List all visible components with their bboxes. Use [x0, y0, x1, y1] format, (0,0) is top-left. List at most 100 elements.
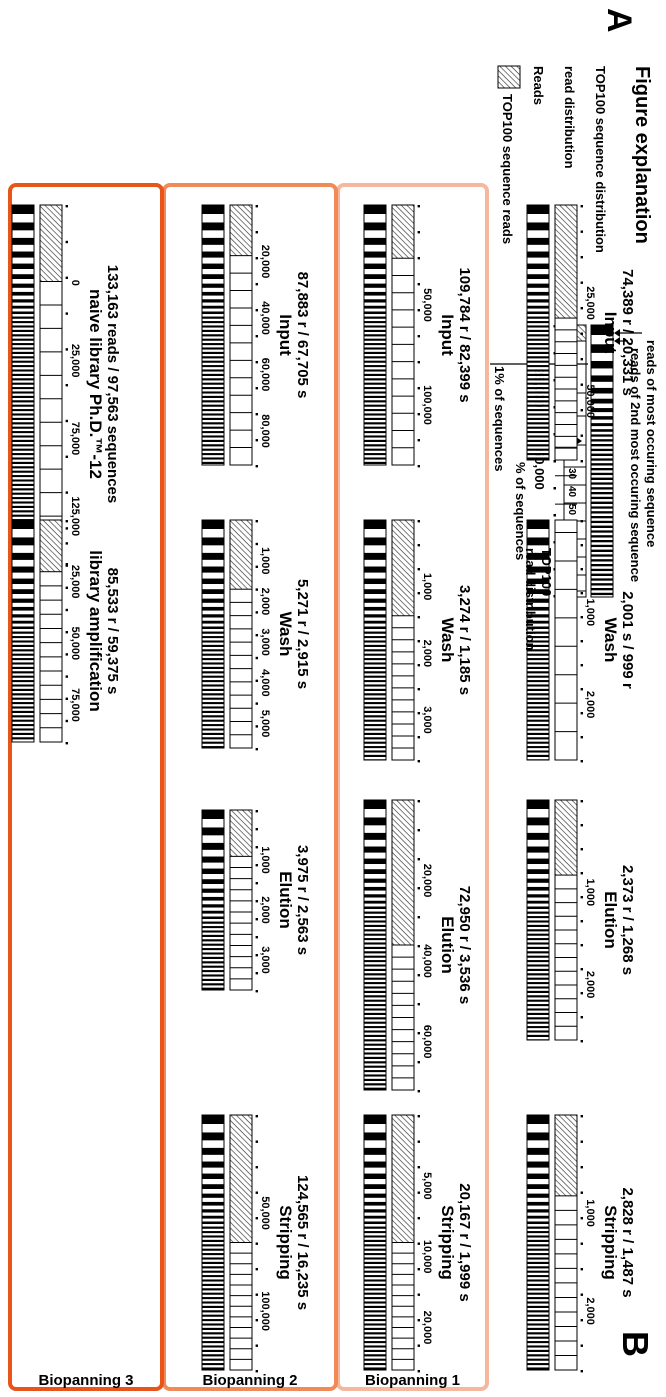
top100-segment: [364, 935, 386, 939]
top100-segment: [202, 263, 224, 270]
top100-segment: [364, 1179, 386, 1185]
axis-tick-label: 100,000: [421, 385, 433, 425]
top100-segment: [364, 1239, 386, 1243]
top100-segment: [364, 1205, 386, 1210]
top100-segment: [527, 1345, 549, 1348]
top100-segment: [202, 1316, 224, 1320]
top100-segment: [202, 446, 224, 449]
top100-segment: [364, 566, 386, 573]
top100-segment: [527, 380, 549, 383]
top100-segment: [364, 739, 386, 742]
axis-tick-dot: [580, 205, 583, 208]
top100-segment: [12, 655, 34, 659]
legend-top100-segment: [591, 559, 613, 562]
top100-segment: [527, 1358, 549, 1361]
top100-segment: [202, 376, 224, 379]
top100-segment: [364, 302, 386, 306]
top100-segment: [364, 649, 386, 652]
legend-top100-segment: [591, 387, 613, 394]
top100-segment: [202, 424, 224, 427]
top100-segment: [364, 922, 386, 925]
top100-segment: [364, 1154, 386, 1162]
top100-segment: [527, 724, 549, 727]
top100-segment: [364, 1248, 386, 1251]
top100-segment: [202, 1345, 224, 1348]
top100-segment: [364, 338, 386, 341]
top100-segment: [527, 708, 549, 711]
axis-tick-label: 25,000: [69, 344, 81, 378]
top100-segment: [12, 717, 34, 720]
top100-segment: [202, 930, 224, 933]
top100-segment: [202, 633, 224, 637]
top100-segment: [364, 664, 386, 667]
axis-tick-label: 2,000: [584, 1297, 596, 1325]
top100-segment: [527, 1354, 549, 1357]
top100-segment: [202, 724, 224, 727]
top100-segment: [202, 684, 224, 687]
top100-segment: [527, 924, 549, 928]
axis-tick-dot: [65, 719, 68, 723]
legend-top100-segment: [591, 475, 613, 478]
axis-tick-label: 1,000: [584, 879, 596, 907]
top100-segment: [12, 545, 34, 553]
top100-segment: [364, 1063, 386, 1066]
top100-segment: [202, 442, 224, 445]
top100-segment: [202, 345, 224, 348]
legend-top100-segment: [591, 566, 613, 569]
top100-segment: [364, 1305, 386, 1309]
top100-segment: [364, 308, 386, 312]
top100-segment: [202, 529, 224, 538]
top100-segment: [527, 897, 549, 901]
top100-segment: [202, 862, 224, 869]
top100-segment: [364, 244, 386, 252]
top100-segment: [364, 688, 386, 692]
top100-segment: [364, 1218, 386, 1222]
top100-segment: [364, 404, 386, 407]
top100-segment: [12, 251, 34, 258]
top100-segment: [202, 559, 224, 567]
top100-segment: [527, 420, 549, 423]
axis-tick-dot: [255, 882, 258, 885]
top100-segment: [364, 1228, 386, 1232]
top100-segment: [364, 1367, 386, 1370]
legend-top100-segment: [591, 426, 613, 430]
top100-segment: [364, 257, 386, 264]
top100-segment: [527, 1281, 549, 1284]
top100-segment: [12, 529, 34, 538]
legend-top100-segment: [591, 592, 613, 596]
top100-segment: [364, 1356, 386, 1359]
axis-tick-label: 2,000: [584, 971, 596, 999]
panel-title: Stripping: [276, 1205, 295, 1280]
top100-segment: [527, 1124, 549, 1133]
top100-segment: [202, 693, 224, 696]
top100-segment: [364, 347, 386, 350]
axis-tick-dot: [255, 656, 258, 660]
axis-tick-dot: [255, 1242, 258, 1245]
top100-segment: [364, 697, 386, 700]
top100-segment: [527, 446, 549, 449]
top100-segment: [364, 982, 386, 985]
top100-segment: [527, 1272, 549, 1276]
top100-segment: [202, 409, 224, 412]
top100-segment: [202, 671, 224, 674]
legend-top100-segment: [591, 436, 613, 440]
top100-segment: [12, 362, 34, 366]
top100-segment: [364, 903, 386, 907]
top100-segment: [12, 450, 34, 454]
top100-segment: [364, 594, 386, 599]
top100-segment: [527, 960, 549, 963]
top100-segment: [12, 283, 34, 288]
top100-side-label: TOP100 read distribution: [523, 548, 554, 651]
axis-tick-label: 0: [69, 280, 81, 286]
top100-segment: [202, 1358, 224, 1361]
top100-segment: [527, 302, 549, 306]
top100-segment: [364, 1233, 386, 1236]
top100-segment: [527, 1312, 549, 1315]
top100-segment: [364, 442, 386, 445]
top100-segment: [202, 205, 224, 214]
top100-segment: [527, 578, 549, 585]
top100-segment: [202, 439, 224, 443]
